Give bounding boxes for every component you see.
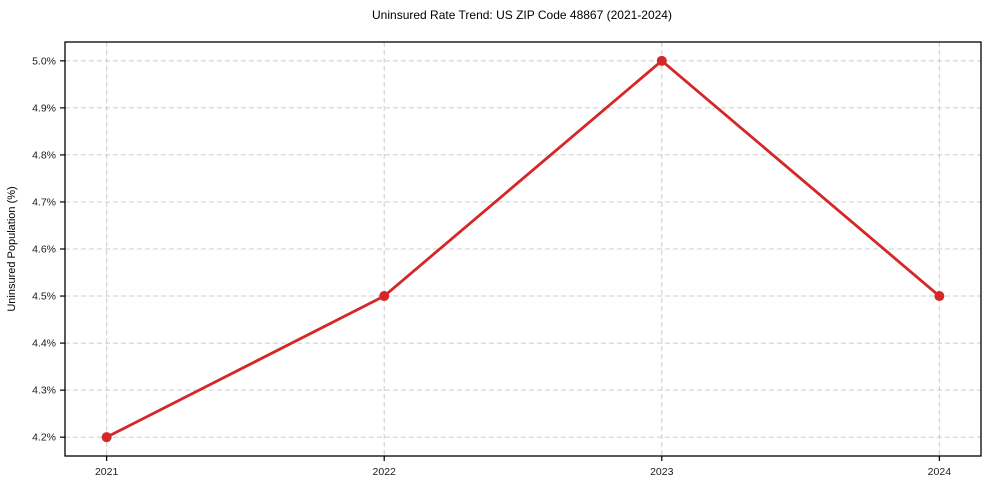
data-point-2021	[101, 432, 112, 443]
y-tick-label: 4.9%	[32, 102, 56, 114]
plot-area: 4.2% 4.3% 4.4% 4.5% 4.6% 4.7% 4.8% 4.9% 5.0% 2021…	[32, 41, 982, 478]
y-tick-label: 5.0%	[32, 55, 56, 67]
data-point-2022	[379, 291, 390, 302]
plot-border	[64, 41, 982, 457]
x-tick-label: 2024	[928, 466, 952, 478]
y-tick-label: 4.6%	[32, 244, 56, 256]
x-tick-label: 2021	[95, 466, 119, 478]
y-tick-label: 4.5%	[32, 291, 56, 303]
trend-line	[105, 59, 941, 439]
y-tick-label: 4.2%	[32, 432, 56, 444]
y-tick-label: 4.4%	[32, 338, 56, 350]
x-tick-label: 2023	[650, 466, 674, 478]
chart-title: Uninsured Rate Trend: US ZIP Code 48867 …	[372, 8, 672, 22]
y-tick-label: 4.8%	[32, 149, 56, 161]
data-point-2024	[934, 291, 945, 302]
y-tick-label: 4.3%	[32, 385, 56, 397]
data-point-2023	[656, 55, 667, 66]
x-tick-label: 2022	[373, 466, 397, 478]
y-tick-label: 4.7%	[32, 196, 56, 208]
y-axis-label: Uninsured Population (%)	[6, 186, 18, 311]
